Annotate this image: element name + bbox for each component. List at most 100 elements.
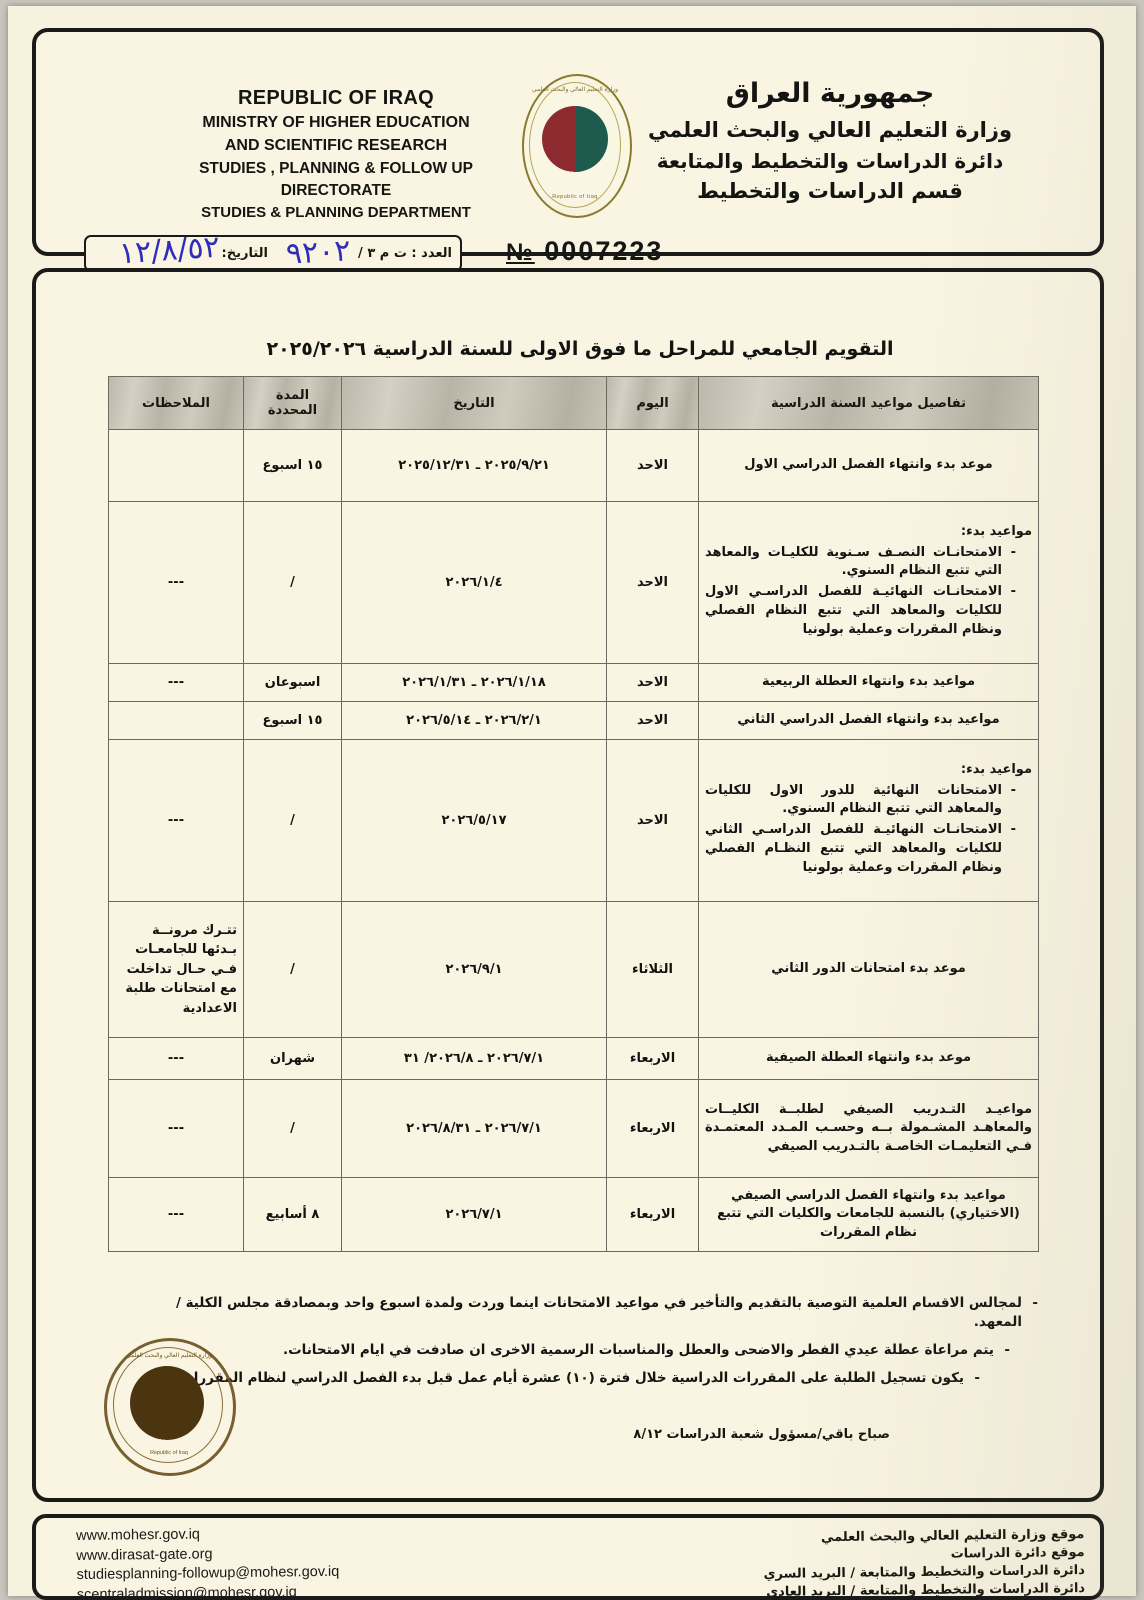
cell-duration: / (243, 1079, 342, 1178)
emblem-inner-ring (529, 82, 621, 208)
cell-detail: موعد بدء وانتهاء العطلة الصيفية (698, 1037, 1039, 1080)
reference-number-box: العدد : ت م ٣ / ٩٢٠٢ التاريخ: ١٢/٨/٥٢ (84, 230, 462, 272)
cell-detail: مواعيد بدء وانتهاء العطلة الربيعية (698, 663, 1039, 702)
reference-number-handwritten: ٩٢٠٢ (284, 233, 351, 272)
cell-detail-lead: مواعيد بدء: (960, 762, 1032, 778)
cell-note: --- (108, 501, 244, 664)
cell-date: ٢٠٢٦/٢/١ ـ ٢٠٢٦/٥/١٤ (341, 701, 607, 740)
footer-frame: www.mohesr.gov.iq www.dirasat-gate.org s… (32, 1514, 1104, 1600)
cell-detail-bullets: الامتحانـات النصـف سـنوية للكليـات والمع… (705, 544, 1032, 640)
cell-detail-lead: مواعيد بدء: (960, 524, 1032, 540)
header-ar-line-2: وزارة التعليم العالي والبحث العلمي (647, 117, 1013, 142)
bullet-item: الامتحانات النهائية للدور الاول للكليات … (705, 782, 1016, 820)
ministry-emblem-icon: وزارة التعليم العالي والبحث العلمي Repub… (512, 70, 638, 220)
cell-detail: مواعيـد التـدريب الصيفي لطلبــة الكليــا… (698, 1079, 1039, 1178)
footnotes-list: لمجالس الاقسام العلمية التوصية بالتقديم … (135, 1294, 1040, 1397)
header-en-line-5: STUDIES & PLANNING DEPARTMENT (201, 203, 471, 221)
cell-detail: مواعيد بدء وانتهاء الفصل الدراسي الثاني (698, 701, 1039, 740)
emblem-center (542, 106, 608, 172)
footer-label-regular-email: دائرة الدراسات والتخطيط والمتابعة / البر… (765, 1580, 1085, 1600)
cell-detail: مواعيد بدء: الامتحانـات النصـف سـنوية لل… (698, 501, 1039, 664)
emblem-arc-bottom-text: Republic of Iraq (552, 194, 598, 200)
bullet-item: الامتحانـات النهائيـة للفصل الدراسـي الا… (705, 583, 1016, 640)
cell-detail: مواعيد بدء وانتهاء الفصل الدراسي الصيفي … (698, 1177, 1039, 1252)
cell-duration: / (243, 739, 342, 902)
table-row: مواعيد بدء: الامتحانات النهائية للدور ال… (108, 739, 1039, 902)
bullet-item: الامتحانـات النصـف سـنوية للكليـات والمع… (705, 544, 1016, 582)
reference-number-label: العدد : ت م ٣ / (358, 246, 452, 261)
cell-date: ٢٠٢٦/١/١٨ ـ ٢٠٢٦/١/٣١ (341, 663, 607, 702)
seal-outer-ring (104, 1338, 236, 1476)
footer-labels: موقع وزارة التعليم العالي والبحث العلمي … (763, 1526, 1085, 1600)
cell-day: الاحد (606, 663, 699, 702)
table-row: موعد بدء وانتهاء العطلة الصيفية الاربعاء… (108, 1037, 1039, 1080)
cell-detail-bullets: الامتحانات النهائية للدور الاول للكليات … (705, 782, 1032, 878)
cell-duration: ١٥ اسبوع (243, 701, 342, 740)
serial-number: № 0007223 (506, 236, 663, 267)
serial-value: 0007223 (544, 236, 664, 266)
cell-note: --- (108, 739, 244, 902)
cell-detail: موعد بدء امتحانات الدور الثاني (698, 901, 1039, 1038)
cell-duration: / (243, 501, 342, 664)
cell-duration: ١٥ اسبوع (243, 429, 342, 502)
cell-day: الاربعاء (606, 1037, 699, 1080)
serial-prefix: № (506, 239, 535, 266)
cell-date: ٢٠٢٦/٩/١ (341, 901, 607, 1038)
footer-links: www.mohesr.gov.iq www.dirasat-gate.org s… (76, 1524, 340, 1600)
cell-day: الاحد (606, 429, 699, 502)
footnote-item: يكون تسجيل الطلبة على المقررات الدراسية … (135, 1369, 982, 1388)
table-row: مواعيد بدء وانتهاء العطلة الربيعية الاحد… (108, 663, 1039, 702)
header-en-line-3: AND SCIENTIFIC RESEARCH (224, 137, 448, 155)
column-header-detail: تفاصيل مواعيد السنة الدراسية (698, 376, 1039, 430)
header-ar-line-3: دائرة الدراسات والتخطيط والمتابعة (656, 149, 1004, 173)
cell-day: الاحد (606, 701, 699, 740)
column-header-duration: المدة المحددة (243, 376, 342, 430)
cell-day: الاربعاء (606, 1079, 699, 1178)
cell-duration: ٨ أسابيع (243, 1177, 342, 1252)
signature-line: صباح باقي/مسؤول شعبة الدراسات ٨/١٢ (633, 1427, 890, 1442)
reference-date-handwritten: ١٢/٨/٥٢ (118, 229, 222, 272)
cell-duration: / (243, 901, 342, 1038)
column-header-duration-line1: المدة (275, 388, 310, 403)
column-header-date: التاريخ (341, 376, 607, 430)
footer-link-regular-email[interactable]: scentraladmission@mohesr.gov.iq (76, 1584, 297, 1600)
cell-duration: اسبوعان (243, 663, 342, 702)
table-row: موعد بدء وانتهاء الفصل الدراسي الاول الا… (108, 429, 1039, 502)
header-ar-line-4: قسم الدراسات والتخطيط (697, 179, 963, 203)
header-en-line-2: MINISTRY OF HIGHER EDUCATION (202, 114, 470, 132)
column-header-notes: الملاحظات (108, 376, 244, 430)
cell-note: --- (108, 1079, 244, 1178)
footer-link-secure-email[interactable]: studiesplanning-followup@mohesr.gov.iq (76, 1564, 340, 1584)
footnote-item: لمجالس الاقسام العلمية التوصية بالتقديم … (135, 1294, 1040, 1332)
cell-duration: شهران (243, 1037, 342, 1080)
cell-date: ٢٠٢٦/٧/١ ـ ٢٠٢٦/٨/٣١ (341, 1079, 607, 1178)
cell-detail: مواعيد بدء: الامتحانات النهائية للدور ال… (698, 739, 1039, 902)
table-row: مواعيد بدء وانتهاء الفصل الدراسي الصيفي … (108, 1177, 1039, 1252)
bullet-item: الامتحانـات النهائيـة للفصل الدراسـي الث… (705, 821, 1016, 878)
table-row: مواعيد بدء وانتهاء الفصل الدراسي الثاني … (108, 701, 1039, 740)
table-row: موعد بدء امتحانات الدور الثاني الثلاثاء … (108, 901, 1039, 1038)
cell-date: ٢٠٢٦/١/٤ (341, 501, 607, 664)
cell-note: --- (108, 663, 244, 702)
page-title: التقويم الجامعي للمراحل ما فوق الاولى لل… (266, 338, 894, 360)
cell-note (108, 701, 244, 740)
seal-sunburst (138, 1388, 196, 1440)
seal-center (130, 1366, 204, 1440)
cell-day: الاربعاء (606, 1177, 699, 1252)
cell-day: الاحد (606, 739, 699, 902)
cell-day: الاحد (606, 501, 699, 664)
cell-note (108, 429, 244, 502)
header-frame: REPUBLIC OF IRAQ MINISTRY OF HIGHER EDUC… (32, 28, 1104, 272)
footnote-item: يتم مراعاة عطلة عيدي الفطر والاضحى والعط… (135, 1341, 1012, 1360)
header-en-line-4: STUDIES , PLANNING & FOLLOW UP DIRECTORA… (199, 159, 473, 199)
cell-date: ٢٠٢٦/٥/١٧ (341, 739, 607, 902)
header-arabic-block: جمهورية العراق وزارة التعليم العالي والب… (620, 74, 1040, 208)
seal-arc-bottom-text: Republic of Iraq (150, 1450, 188, 1456)
cell-date: ٢٠٢٥/٩/٢١ ـ ٢٠٢٥/١٢/٣١ (341, 429, 607, 502)
cell-detail: موعد بدء وانتهاء الفصل الدراسي الاول (698, 429, 1039, 502)
cell-note: --- (108, 1037, 244, 1080)
document-page: REPUBLIC OF IRAQ MINISTRY OF HIGHER EDUC… (8, 6, 1136, 1600)
cell-note: --- (108, 1177, 244, 1252)
official-seal-icon: وزارة التعليم العالي والبحث العلمي Repub… (94, 1332, 244, 1482)
table-row: مواعيد بدء: الامتحانـات النصـف سـنوية لل… (108, 501, 1039, 664)
